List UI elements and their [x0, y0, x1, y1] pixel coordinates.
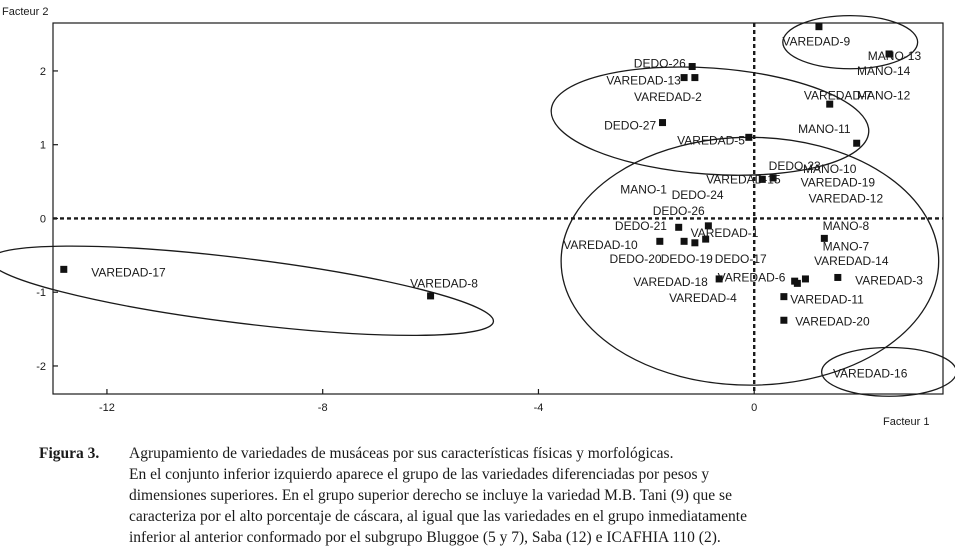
point-label: VAREDAD-16	[833, 366, 908, 380]
point-label: VAREDAD-3	[855, 273, 923, 287]
point-label: VAREDAD-15	[706, 172, 781, 186]
data-point-marker	[758, 175, 766, 183]
point-label: VAREDAD-5	[677, 133, 745, 147]
group-ellipse	[0, 245, 495, 337]
data-point-marker	[715, 275, 723, 283]
data-point-marker	[826, 100, 834, 108]
data-point-marker	[769, 174, 777, 182]
point-label: MANO-8	[823, 219, 870, 233]
x-tick-label: 0	[751, 402, 757, 414]
y-tick-label: 2	[40, 66, 46, 78]
point-label: VAREDAD-7	[804, 88, 872, 102]
point-label: VAREDAD-11	[790, 293, 864, 307]
y-tick-label: -2	[36, 361, 46, 373]
group-ellipse	[782, 14, 919, 70]
point-label: VAREDAD-18	[633, 275, 708, 289]
x-tick-label: -4	[534, 402, 544, 414]
caption-line: caracteriza por el alto porcentaje de cá…	[129, 508, 747, 525]
data-point-marker	[780, 293, 788, 301]
data-point-marker	[793, 279, 801, 287]
x-axis-title: Facteur 1	[883, 416, 929, 428]
caption-line-first: Figura 3. Agrupamiento de variedades de m…	[39, 443, 939, 464]
point-label: VAREDAD-14	[814, 254, 889, 268]
x-tick-label: -12	[99, 402, 115, 414]
data-point-marker	[691, 74, 699, 82]
point-label: VAREDAD-4	[669, 291, 737, 305]
point-label: DEDO-23	[769, 159, 821, 173]
point-label: DEDO-26	[634, 57, 686, 71]
caption-label: Figura 3.	[39, 445, 100, 462]
point-label: VAREDAD-13	[606, 74, 681, 88]
reference-lines	[53, 23, 943, 394]
caption-line: inferior al anterior conformado por el s…	[129, 529, 721, 546]
data-point-marker	[427, 292, 435, 300]
point-label: DEDO-27	[604, 119, 656, 133]
group-ellipse	[550, 66, 870, 176]
caption-line: En el conjunto inferior izquierdo aparec…	[129, 466, 710, 483]
point-label: VAREDAD-12	[809, 192, 884, 206]
data-point-marker	[885, 50, 893, 58]
point-label: MANO-7	[823, 239, 870, 253]
caption-line: dimensiones superiores. En el grupo supe…	[129, 487, 732, 504]
point-label: DEDO-26	[653, 204, 705, 218]
point-label: VAREDAD-6	[718, 270, 786, 284]
point-label: MANO-1	[620, 183, 667, 197]
data-point-marker	[815, 23, 823, 31]
point-label: MANO-13	[868, 49, 922, 63]
point-label: VAREDAD-19	[801, 175, 876, 189]
data-point-marker	[675, 223, 683, 231]
point-label: VAREDAD-20	[795, 315, 870, 329]
data-point-marker	[853, 139, 861, 147]
data-point-marker	[60, 265, 68, 273]
data-point-marker	[680, 74, 688, 82]
y-axis-ticks: -2 -1 0 1 2	[36, 66, 58, 373]
point-label: MANO-12	[857, 88, 911, 102]
caption-line: Agrupamiento de variedades de musáceas p…	[129, 445, 674, 462]
y-tick-label: 0	[40, 213, 46, 225]
data-point-marker	[801, 275, 809, 283]
point-label: DEDO-24	[672, 188, 724, 202]
y-tick-label: -1	[36, 287, 46, 299]
plot-frame	[52, 22, 944, 395]
scatter-plot: -12 -8 -4 0 -2 -1 0 1 2 VAREDAD-9 MANO-13MANO-14…	[0, 6, 955, 428]
data-point-marker	[780, 316, 788, 324]
point-label: VAREDAD-8	[410, 276, 478, 290]
point-label: MANO-10	[803, 162, 857, 176]
data-point-marker	[659, 119, 667, 127]
point-label: VAREDAD-10	[563, 238, 638, 252]
point-label: DEDO-19	[661, 252, 713, 266]
data-point-marker	[680, 237, 688, 245]
data-point-marker	[704, 222, 712, 230]
y-axis-title: Facteur 2	[2, 6, 48, 18]
group-ellipses	[0, 14, 955, 397]
point-label: DEDO-17	[715, 252, 767, 266]
data-markers	[60, 23, 893, 324]
data-point-marker	[688, 63, 696, 71]
data-point-marker	[834, 273, 842, 281]
group-ellipse	[821, 346, 955, 397]
point-label: VAREDAD-17	[91, 265, 166, 279]
point-label: VAREDAD-1	[691, 226, 759, 240]
y-tick-label: 1	[40, 140, 46, 152]
figure-caption: Figura 3. Agrupamiento de variedades de m…	[39, 443, 939, 548]
point-label: MANO-14	[857, 64, 911, 78]
point-label: VAREDAD-9	[782, 34, 850, 48]
data-point-marker	[745, 133, 753, 141]
data-point-marker	[702, 235, 710, 243]
data-point-marker	[656, 237, 664, 245]
x-axis-ticks: -12 -8 -4 0	[99, 389, 757, 414]
point-label: VAREDAD-2	[634, 90, 702, 104]
data-point-marker	[691, 239, 699, 247]
point-label: DEDO-21	[615, 219, 667, 233]
point-label: DEDO-20	[610, 252, 662, 266]
x-tick-label: -8	[318, 402, 328, 414]
data-point-marker	[820, 234, 828, 242]
point-label: MANO-11	[798, 122, 851, 136]
